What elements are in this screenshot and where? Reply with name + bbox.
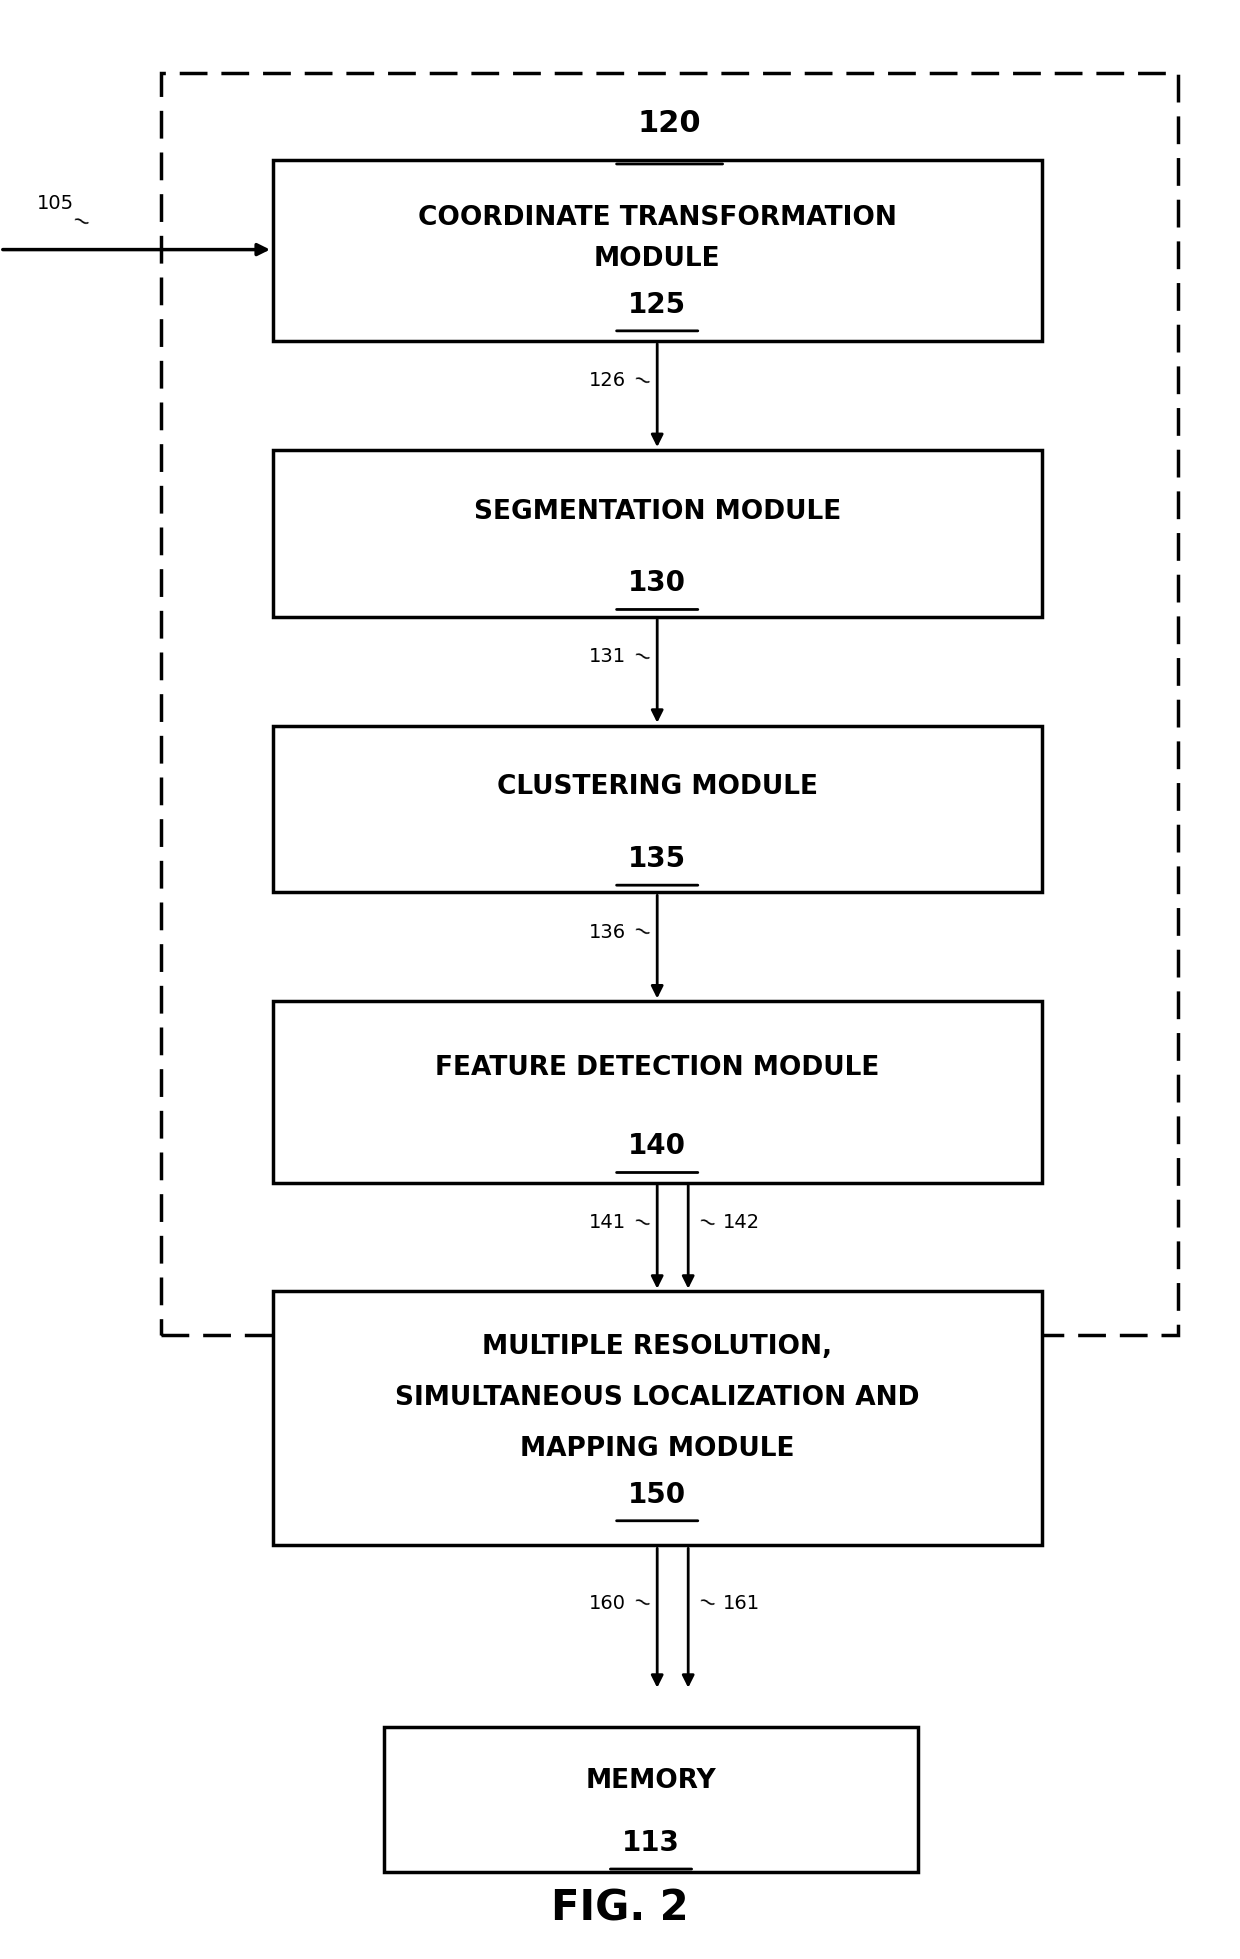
- Text: 141: 141: [589, 1213, 626, 1232]
- Text: 113: 113: [622, 1830, 680, 1857]
- Text: 125: 125: [629, 290, 686, 319]
- Text: 130: 130: [629, 570, 686, 597]
- Text: 161: 161: [723, 1595, 760, 1612]
- Text: SIMULTANEOUS LOCALIZATION AND: SIMULTANEOUS LOCALIZATION AND: [396, 1385, 919, 1410]
- Text: ~: ~: [629, 1591, 653, 1616]
- FancyBboxPatch shape: [273, 1291, 1042, 1546]
- Text: 142: 142: [723, 1213, 760, 1232]
- Text: MULTIPLE RESOLUTION,: MULTIPLE RESOLUTION,: [482, 1334, 832, 1360]
- Text: 105: 105: [37, 194, 74, 214]
- Text: 135: 135: [629, 844, 686, 874]
- FancyBboxPatch shape: [273, 1001, 1042, 1183]
- Text: COORDINATE TRANSFORMATION: COORDINATE TRANSFORMATION: [418, 204, 897, 231]
- Text: 131: 131: [589, 646, 626, 666]
- Text: MEMORY: MEMORY: [585, 1767, 717, 1794]
- Text: ~: ~: [629, 1211, 653, 1234]
- Text: 120: 120: [637, 110, 702, 137]
- Text: ~: ~: [68, 210, 93, 235]
- Text: 150: 150: [629, 1481, 686, 1508]
- FancyBboxPatch shape: [161, 72, 1178, 1334]
- Text: ~: ~: [629, 645, 653, 670]
- Text: ~: ~: [694, 1211, 719, 1234]
- Text: 140: 140: [629, 1132, 686, 1160]
- FancyBboxPatch shape: [384, 1726, 918, 1873]
- Text: 136: 136: [589, 923, 626, 942]
- Text: FEATURE DETECTION MODULE: FEATURE DETECTION MODULE: [435, 1056, 879, 1081]
- Text: SEGMENTATION MODULE: SEGMENTATION MODULE: [474, 500, 841, 525]
- Text: ~: ~: [629, 921, 653, 944]
- Text: ~: ~: [694, 1591, 719, 1616]
- Text: FIG. 2: FIG. 2: [552, 1887, 688, 1930]
- Text: MODULE: MODULE: [594, 247, 720, 272]
- Text: 126: 126: [589, 372, 626, 390]
- FancyBboxPatch shape: [273, 451, 1042, 617]
- Text: ~: ~: [629, 368, 653, 394]
- Text: CLUSTERING MODULE: CLUSTERING MODULE: [497, 774, 817, 801]
- Text: MAPPING MODULE: MAPPING MODULE: [520, 1436, 795, 1461]
- FancyBboxPatch shape: [273, 725, 1042, 893]
- Text: 160: 160: [589, 1595, 626, 1612]
- FancyBboxPatch shape: [273, 159, 1042, 341]
